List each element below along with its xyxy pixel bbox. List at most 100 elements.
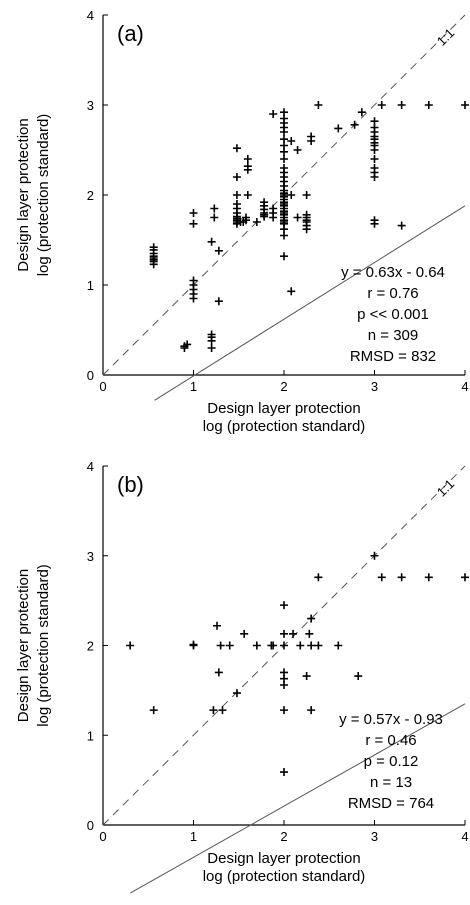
data-point bbox=[280, 135, 288, 144]
regression-line bbox=[154, 205, 466, 401]
data-point bbox=[424, 573, 433, 582]
x-axis-title-line2: log (protection standard) bbox=[203, 868, 366, 885]
data-point bbox=[424, 101, 433, 109]
data-point bbox=[307, 641, 316, 650]
data-point bbox=[210, 213, 219, 222]
x-tick-label: 1 bbox=[190, 379, 197, 394]
data-point bbox=[183, 340, 192, 349]
x-tick-label: 4 bbox=[461, 379, 468, 394]
data-point bbox=[216, 641, 225, 650]
y-tick-label: 4 bbox=[87, 459, 94, 474]
data-point bbox=[280, 768, 288, 777]
y-tick-label: 4 bbox=[87, 8, 94, 23]
data-point bbox=[334, 124, 343, 133]
data-point bbox=[269, 204, 278, 213]
data-point bbox=[461, 573, 469, 582]
data-point bbox=[307, 706, 316, 715]
data-point bbox=[293, 213, 302, 222]
data-point bbox=[397, 101, 406, 109]
x-axis-title-line1: Design layer protection bbox=[207, 400, 360, 417]
data-point bbox=[225, 641, 234, 650]
x-axis-title-line1: Design layer protection bbox=[207, 850, 360, 867]
data-point bbox=[370, 155, 379, 163]
data-point bbox=[126, 641, 135, 650]
y-tick-label: 1 bbox=[87, 278, 94, 293]
panel-label: (a) bbox=[117, 21, 144, 46]
data-point bbox=[232, 191, 241, 199]
data-point bbox=[302, 210, 311, 219]
data-point bbox=[232, 144, 241, 153]
data-point bbox=[289, 629, 298, 638]
data-point bbox=[287, 287, 296, 296]
data-point bbox=[280, 108, 288, 117]
y-axis-title-line1: Design layer protection bbox=[15, 569, 32, 722]
y-tick-label: 0 bbox=[87, 818, 94, 833]
regression-line bbox=[129, 703, 466, 894]
x-tick-label: 3 bbox=[371, 829, 378, 844]
data-point bbox=[189, 219, 198, 228]
data-point bbox=[241, 213, 250, 222]
data-point bbox=[243, 191, 252, 199]
data-point bbox=[314, 573, 323, 582]
data-point bbox=[214, 668, 223, 677]
data-point bbox=[354, 672, 363, 681]
data-point bbox=[296, 641, 305, 650]
data-point bbox=[307, 132, 316, 141]
data-point bbox=[293, 146, 302, 154]
data-point bbox=[302, 191, 311, 199]
stats-line: n = 309 bbox=[368, 327, 418, 344]
data-point bbox=[280, 164, 288, 172]
data-point bbox=[305, 629, 314, 638]
data-point bbox=[149, 706, 158, 715]
data-point bbox=[370, 117, 379, 126]
stats-line: y = 0.63x - 0.64 bbox=[341, 264, 445, 281]
one-to-one-label: 1:1 bbox=[434, 25, 457, 48]
y-axis-title-line2: log (protection standard) bbox=[35, 564, 52, 727]
data-point bbox=[252, 641, 261, 650]
data-point bbox=[280, 629, 288, 638]
data-point bbox=[314, 101, 323, 109]
data-point bbox=[269, 641, 278, 650]
data-point bbox=[210, 204, 219, 213]
data-point bbox=[218, 706, 227, 715]
x-tick-label: 0 bbox=[99, 829, 106, 844]
y-tick-label: 2 bbox=[87, 188, 94, 203]
stats-line: y = 0.57x - 0.93 bbox=[339, 711, 443, 728]
stats-line: RMSD = 832 bbox=[350, 348, 436, 365]
x-tick-label: 3 bbox=[371, 379, 378, 394]
data-point bbox=[232, 200, 241, 208]
data-point bbox=[280, 668, 288, 677]
data-point bbox=[350, 120, 359, 129]
data-point bbox=[232, 173, 241, 181]
x-axis-title-line2: log (protection standard) bbox=[203, 418, 366, 435]
data-point bbox=[280, 252, 288, 261]
data-points bbox=[149, 101, 469, 352]
data-point bbox=[207, 330, 216, 339]
data-point bbox=[334, 641, 343, 650]
data-point bbox=[280, 641, 288, 650]
x-tick-label: 4 bbox=[461, 829, 468, 844]
y-tick-label: 2 bbox=[87, 639, 94, 654]
data-point bbox=[307, 614, 316, 623]
data-point bbox=[243, 155, 252, 163]
panel-label: (b) bbox=[117, 472, 144, 497]
data-point bbox=[370, 551, 379, 560]
data-point bbox=[397, 221, 406, 230]
data-point bbox=[149, 243, 158, 252]
data-point bbox=[214, 297, 223, 306]
x-tick-label: 1 bbox=[190, 829, 197, 844]
data-point bbox=[213, 621, 222, 630]
data-point bbox=[370, 164, 379, 172]
data-point bbox=[280, 706, 288, 715]
data-point bbox=[370, 216, 379, 225]
stats-line: r = 0.76 bbox=[367, 285, 418, 302]
y-tick-label: 0 bbox=[87, 368, 94, 383]
x-tick-label: 2 bbox=[280, 829, 287, 844]
y-tick-label: 1 bbox=[87, 728, 94, 743]
data-point bbox=[377, 573, 386, 582]
data-point bbox=[357, 108, 366, 117]
data-point bbox=[207, 237, 216, 246]
data-point bbox=[377, 101, 386, 109]
stats-line: n = 13 bbox=[370, 774, 412, 791]
